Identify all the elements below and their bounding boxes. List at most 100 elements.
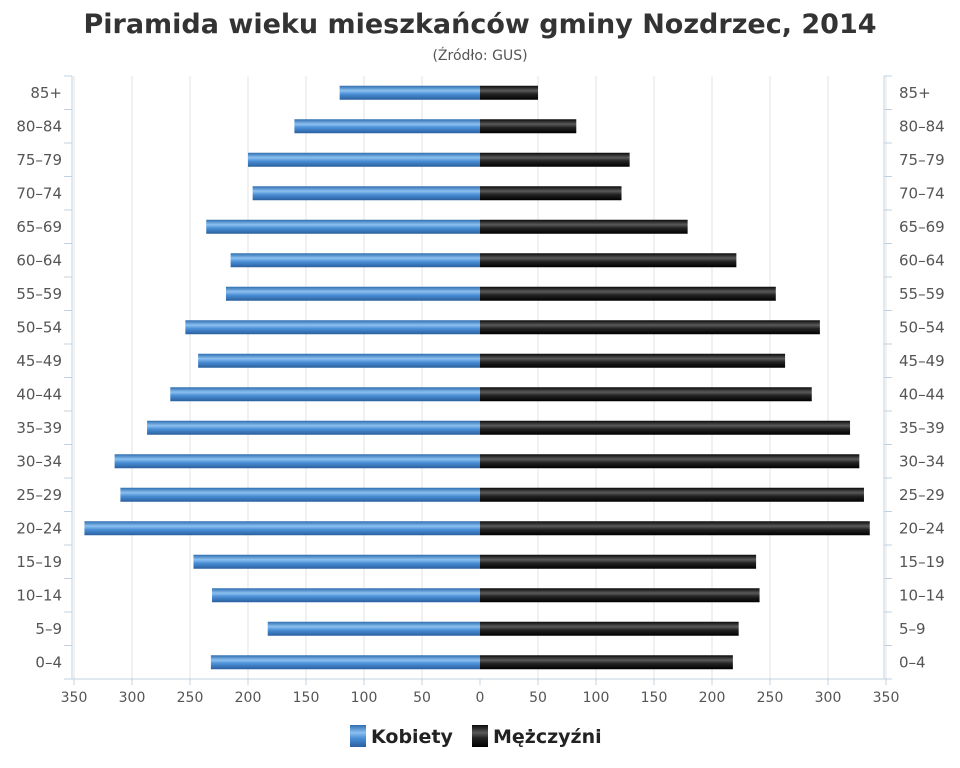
chart-title: Piramida wieku mieszkańców gminy Nozdrze…	[83, 9, 876, 40]
category-label-right: 10–14	[899, 586, 945, 604]
bar-mezczyzni-45-49[interactable]	[480, 353, 786, 368]
bar-kobiety-45-49[interactable]	[198, 353, 480, 368]
x-tick-label: 100	[583, 690, 610, 706]
bar-kobiety-25-29[interactable]	[120, 487, 481, 502]
category-label-right: 45–49	[899, 352, 945, 370]
category-label-right: 20–24	[899, 519, 945, 537]
axes	[64, 75, 892, 685]
category-label-right: 0–4	[899, 653, 926, 671]
chart-subtitle: (Źródło: GUS)	[432, 46, 527, 64]
category-label-right: 30–34	[899, 452, 945, 470]
category-labels-right: 85+ 80–84 75–79 70–74 65–69 60–64 55–59 50–54 45…	[899, 84, 945, 672]
category-label-right: 80–84	[899, 117, 945, 135]
x-tick-label: 350	[61, 690, 88, 706]
category-label-right: 75–79	[899, 151, 945, 169]
bar-mezczyzni-85+[interactable]	[480, 85, 538, 100]
bars	[84, 85, 870, 670]
category-label-left: 0–4	[35, 653, 62, 671]
x-tick-label: 350	[873, 690, 900, 706]
bar-mezczyzni-25-29[interactable]	[480, 487, 864, 502]
x-tick-label: 0	[476, 690, 485, 706]
x-tick-labels: 350 300 250 200 150 100 50 0 50 100 150 200 250 300 35…	[61, 690, 900, 706]
category-label-right: 55–59	[899, 285, 945, 303]
legend-swatch-mezczyzni	[472, 725, 488, 747]
bar-mezczyzni-65-69[interactable]	[480, 219, 688, 234]
bar-mezczyzni-30-34[interactable]	[480, 454, 860, 469]
category-label-right: 85+	[899, 84, 931, 102]
category-label-right: 35–39	[899, 419, 945, 437]
bar-kobiety-70-74[interactable]	[252, 186, 480, 201]
bar-kobiety-20-24[interactable]	[84, 521, 480, 536]
bar-kobiety-15-19[interactable]	[193, 554, 481, 569]
category-label-right: 15–19	[899, 553, 945, 571]
category-label-left: 70–74	[16, 184, 62, 202]
x-tick-label: 50	[413, 690, 431, 706]
bar-mezczyzni-40-44[interactable]	[480, 387, 812, 402]
category-label-left: 35–39	[16, 419, 62, 437]
bar-mezczyzni-55-59[interactable]	[480, 286, 776, 301]
x-tick-label: 250	[757, 690, 784, 706]
bar-mezczyzni-70-74[interactable]	[480, 186, 622, 201]
x-tick-label: 150	[293, 690, 320, 706]
bar-kobiety-0-4[interactable]	[210, 655, 480, 670]
category-label-left: 40–44	[16, 385, 62, 403]
x-tick-label: 300	[119, 690, 146, 706]
category-label-left: 60–64	[16, 251, 62, 269]
bar-kobiety-35-39[interactable]	[147, 420, 480, 435]
bar-mezczyzni-75-79[interactable]	[480, 152, 630, 167]
bar-kobiety-85+[interactable]	[339, 85, 480, 100]
legend-item-kobiety[interactable]: Kobiety	[350, 725, 454, 748]
bar-mezczyzni-80-84[interactable]	[480, 119, 577, 134]
bar-kobiety-75-79[interactable]	[248, 152, 480, 167]
bar-mezczyzni-5-9[interactable]	[480, 621, 739, 636]
bar-kobiety-60-64[interactable]	[230, 253, 480, 268]
category-label-left: 55–59	[16, 285, 62, 303]
legend-swatch-kobiety	[350, 725, 366, 747]
category-label-right: 40–44	[899, 385, 945, 403]
legend-item-mezczyzni[interactable]: Mężczyźni	[472, 725, 602, 748]
x-tick-label: 100	[351, 690, 378, 706]
category-label-left: 45–49	[16, 352, 62, 370]
x-tick-label: 200	[699, 690, 726, 706]
bar-kobiety-10-14[interactable]	[212, 588, 481, 603]
bar-kobiety-55-59[interactable]	[225, 286, 480, 301]
legend-label-mezczyzni: Mężczyźni	[493, 726, 602, 748]
category-label-left: 10–14	[16, 586, 62, 604]
category-label-right: 25–29	[899, 486, 945, 504]
category-label-left: 5–9	[35, 620, 62, 638]
bar-mezczyzni-35-39[interactable]	[480, 420, 851, 435]
bar-mezczyzni-20-24[interactable]	[480, 521, 870, 536]
bar-kobiety-5-9[interactable]	[267, 621, 480, 636]
category-label-left: 80–84	[16, 117, 62, 135]
category-label-left: 85+	[30, 84, 62, 102]
category-label-left: 20–24	[16, 519, 62, 537]
x-tick-label: 300	[815, 690, 842, 706]
category-label-left: 50–54	[16, 318, 62, 336]
category-label-left: 30–34	[16, 452, 62, 470]
category-labels-left: 85+ 80–84 75–79 70–74 65–69 60–64 55–59 50–54 45…	[16, 84, 62, 672]
bar-mezczyzni-15-19[interactable]	[480, 554, 757, 569]
category-label-left: 15–19	[16, 553, 62, 571]
bar-mezczyzni-10-14[interactable]	[480, 588, 760, 603]
x-tick-label: 150	[641, 690, 668, 706]
category-label-right: 50–54	[899, 318, 945, 336]
x-tick-label: 200	[235, 690, 262, 706]
category-label-right: 5–9	[899, 620, 926, 638]
legend: Kobiety Mężczyźni	[350, 725, 602, 748]
category-label-left: 75–79	[16, 151, 62, 169]
category-label-left: 65–69	[16, 218, 62, 236]
category-label-right: 70–74	[899, 184, 945, 202]
bar-kobiety-50-54[interactable]	[185, 320, 481, 335]
bar-kobiety-65-69[interactable]	[206, 219, 481, 234]
bar-kobiety-80-84[interactable]	[294, 119, 480, 134]
bar-mezczyzni-0-4[interactable]	[480, 655, 733, 670]
bar-mezczyzni-60-64[interactable]	[480, 253, 737, 268]
category-label-right: 60–64	[899, 251, 945, 269]
bar-kobiety-40-44[interactable]	[170, 387, 480, 402]
category-label-right: 65–69	[899, 218, 945, 236]
bar-mezczyzni-50-54[interactable]	[480, 320, 820, 335]
bar-kobiety-30-34[interactable]	[114, 454, 480, 469]
category-label-left: 25–29	[16, 486, 62, 504]
x-tick-label: 50	[529, 690, 547, 706]
